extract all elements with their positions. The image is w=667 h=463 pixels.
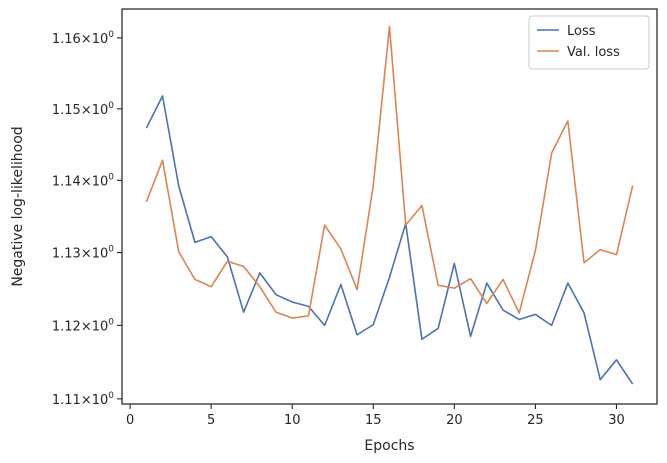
x-tick-label: 30 [608,413,625,428]
y-axis-label: Negative log-likelihood [10,126,26,286]
x-tick-label: 25 [527,413,544,428]
series-line-val-loss [145,25,634,319]
y-tick-label: 1.13×100 [52,245,114,262]
series-line-loss [145,95,634,385]
legend-label: Val. loss [567,45,620,60]
y-axis-ticks: 1.11×100 1.12×100 1.13×100 1.14×100 1.15×100… [52,30,122,408]
x-tick-label: 5 [207,413,215,428]
legend: Loss Val. loss [528,15,650,70]
y-tick-label: 1.14×100 [52,172,114,189]
x-tick-label: 15 [365,413,382,428]
legend-label: Loss [567,24,596,39]
x-axis-label: Epochs [364,438,414,454]
x-tick-label: 0 [126,413,134,428]
y-tick-label: 1.16×100 [52,30,114,47]
series-layer [145,25,634,385]
x-tick-label: 20 [446,413,463,428]
y-tick-label: 1.15×100 [52,101,114,118]
plot-area [121,8,658,405]
x-tick-label: 10 [284,413,301,428]
y-tick-label: 1.12×100 [52,317,114,334]
y-tick-label: 1.11×100 [52,391,114,408]
x-axis-ticks: 0 5 10 15 20 25 30 [126,404,625,428]
